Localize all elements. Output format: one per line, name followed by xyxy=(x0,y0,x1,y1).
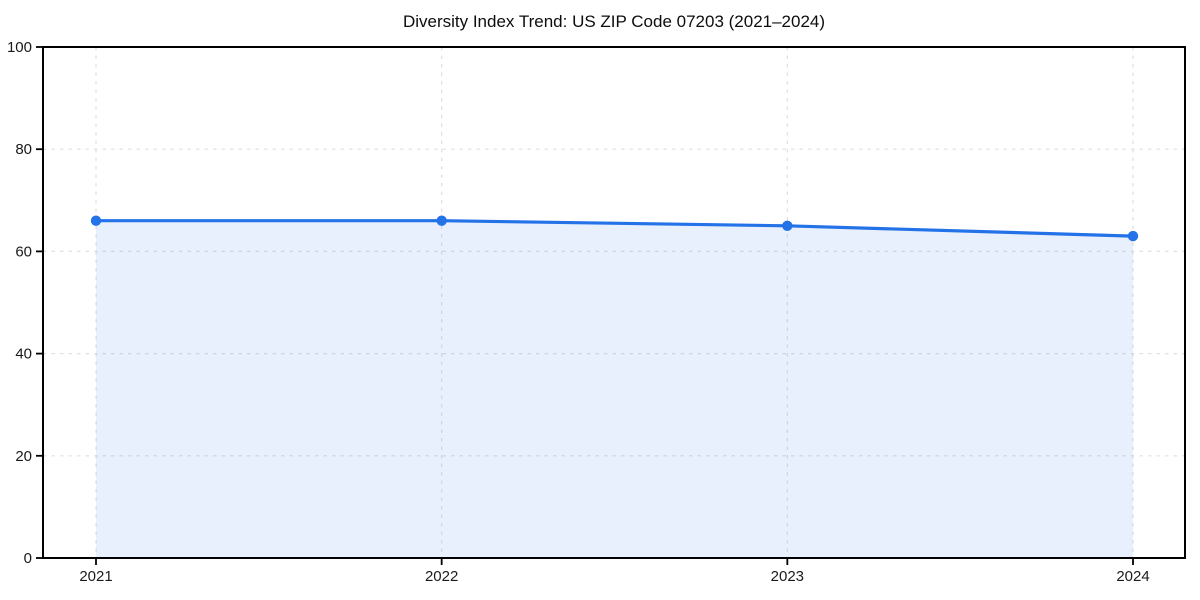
x-tick-label: 2021 xyxy=(79,568,112,585)
y-tick-label: 40 xyxy=(15,346,32,363)
y-tick-label: 100 xyxy=(7,39,32,56)
data-point-2021 xyxy=(90,215,102,226)
x-tick-label: 2024 xyxy=(1116,568,1149,585)
trend-line xyxy=(94,219,1135,238)
x-tick-label: 2022 xyxy=(425,568,458,585)
x-tick-label: 2023 xyxy=(771,568,804,585)
plot-border xyxy=(42,46,1186,559)
y-tick-label: 80 xyxy=(15,141,32,158)
y-tick-label: 20 xyxy=(15,448,32,465)
y-tick-label: 0 xyxy=(24,550,32,567)
y-tick-label: 60 xyxy=(15,243,32,260)
data-point-2022 xyxy=(436,215,447,226)
chart-title: Diversity Index Trend: US ZIP Code 07203… xyxy=(402,12,826,31)
data-point-2023 xyxy=(782,220,793,231)
data-point-2024 xyxy=(1127,230,1139,242)
area-fill xyxy=(96,220,1133,558)
